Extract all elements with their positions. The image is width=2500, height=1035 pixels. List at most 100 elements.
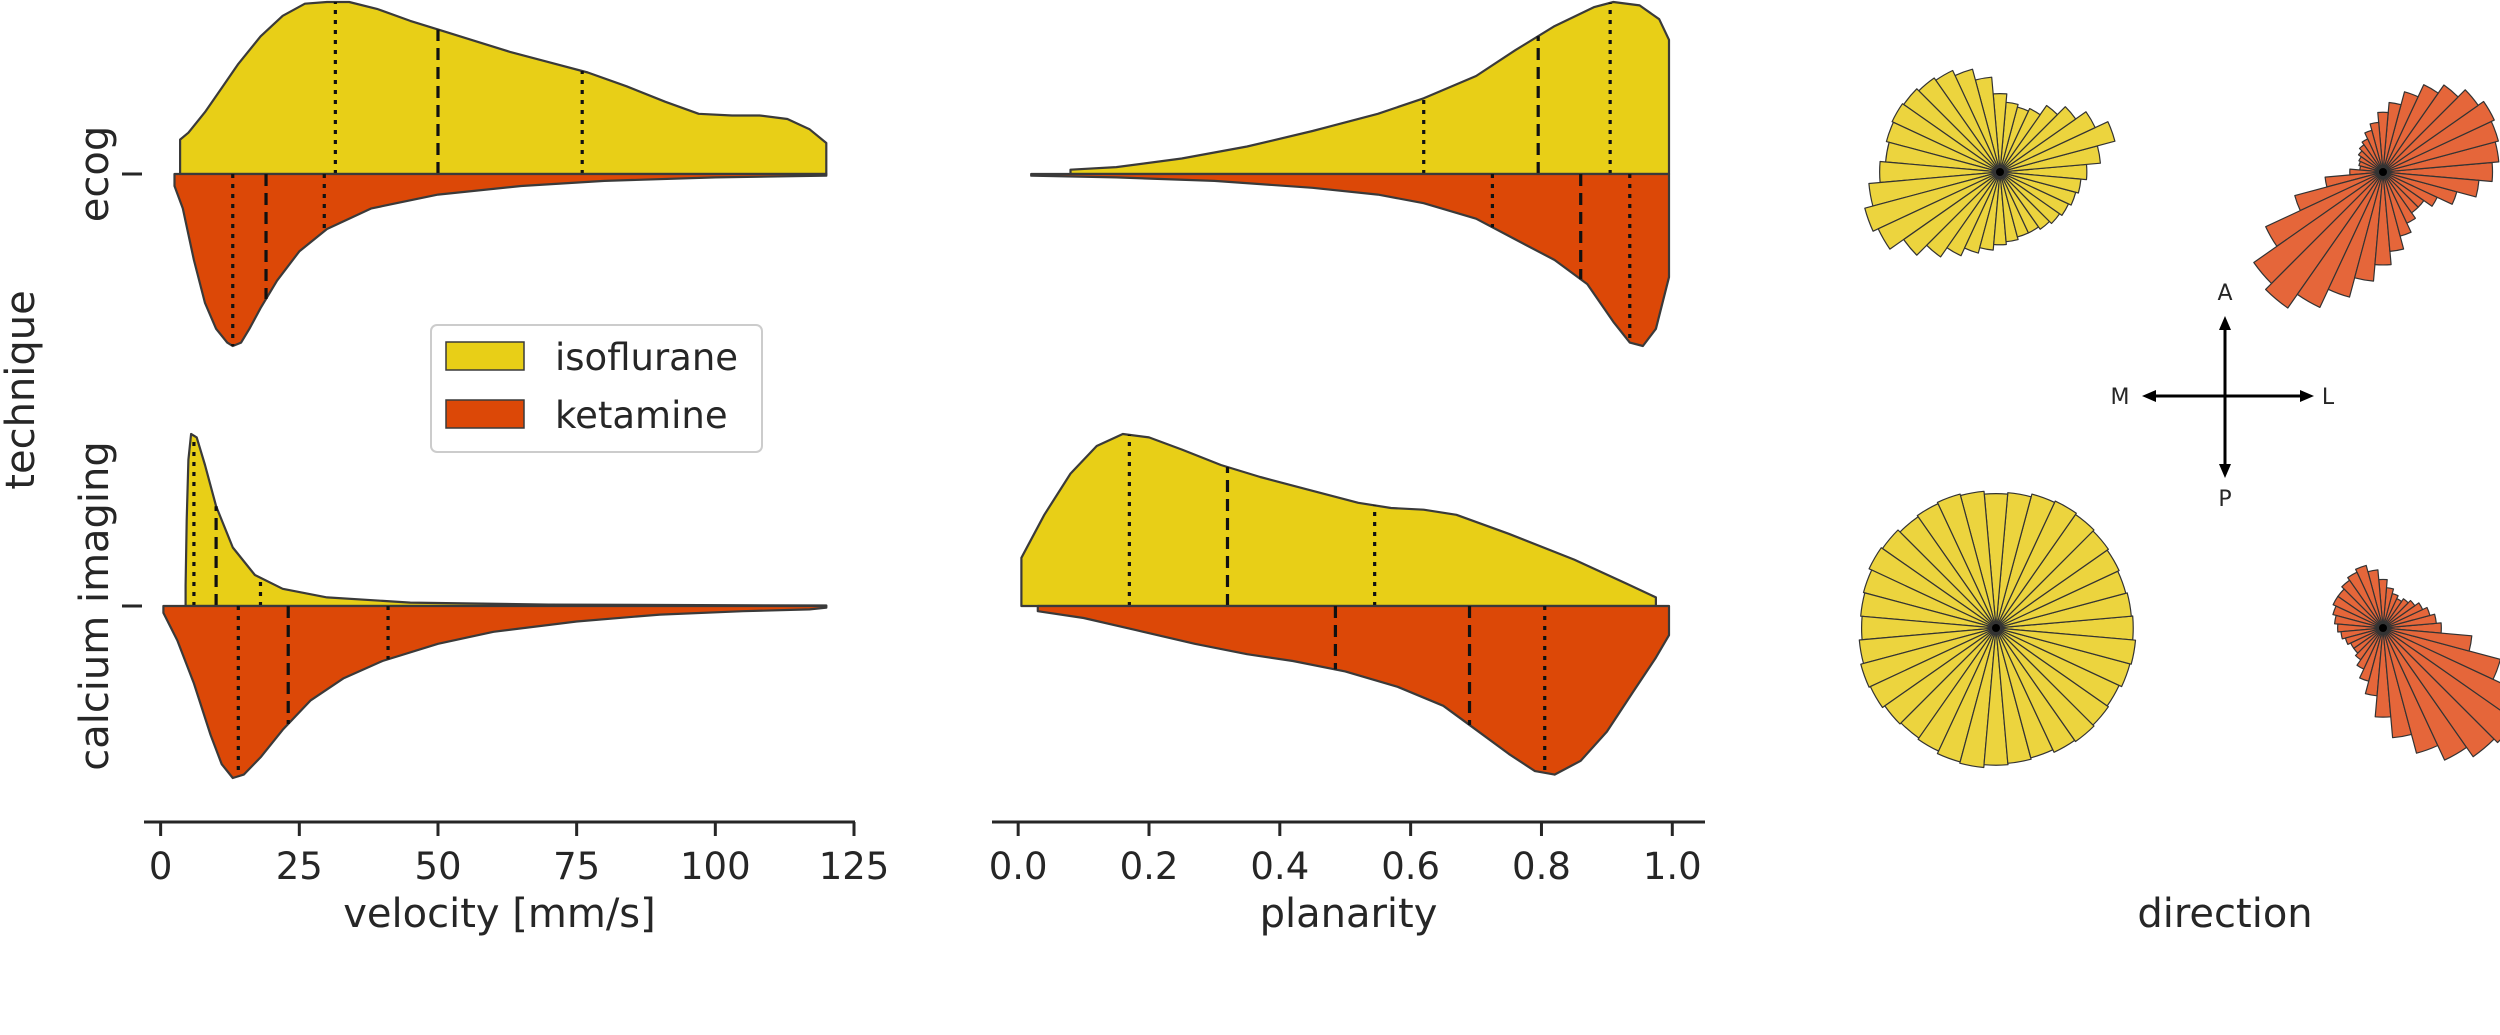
rose-bar-ecog-ketamine-16 <box>2358 160 2384 173</box>
rose-center-calcium-imaging-isoflurane <box>1992 624 2000 632</box>
rose-bar-calcium-imaging-isoflurane-17 <box>1860 592 1997 629</box>
planarity-x-tick-label-0: 0.0 <box>989 845 1048 888</box>
velocity-x-tick-label-0: 0 <box>149 845 173 888</box>
rose-bar-ecog-isoflurane-23 <box>1926 171 2001 258</box>
rose-bar-ecog-ketamine-9 <box>2377 111 2389 173</box>
compass-label-anterior: A <box>2217 281 2232 306</box>
rose-bar-calcium-imaging-ketamine-18 <box>2337 623 2384 633</box>
planarity-x-tick-label-4: 0.8 <box>1512 845 1571 888</box>
planarity-x-tick-label-3: 0.6 <box>1381 845 1440 888</box>
rose-bar-calcium-imaging-isoflurane-7 <box>1995 493 2056 629</box>
rose-bar-ecog-isoflurane-6 <box>1999 108 2041 173</box>
legend: isoflurane ketamine <box>430 324 763 453</box>
velocity-violin-ecog-isoflurane <box>179 0 828 176</box>
rose-center-calcium-imaging-ketamine <box>2379 624 2387 632</box>
direction-compass <box>2142 316 2314 478</box>
rose-bar-calcium-imaging-isoflurane-27 <box>1983 627 2009 766</box>
direction-panel <box>1858 68 2500 769</box>
planarity-x-tick-label-1: 0.2 <box>1120 845 1179 888</box>
rose-bar-ecog-isoflurane-4 <box>1999 106 2077 173</box>
rose-bar-calcium-imaging-ketamine-16 <box>2332 605 2384 629</box>
rose-bar-ecog-ketamine-7 <box>2382 91 2419 173</box>
y-category-ecog: ecog <box>72 126 118 222</box>
rose-bar-calcium-imaging-isoflurane-22 <box>1884 627 1997 725</box>
rose-bar-ecog-ketamine-15 <box>2358 156 2384 173</box>
planarity-violin-calcium-imaging-isoflurane <box>1020 432 1657 608</box>
rose-bar-calcium-imaging-ketamine-35 <box>2382 627 2473 652</box>
rose-bar-calcium-imaging-ketamine-15 <box>2332 595 2384 629</box>
rose-bar-ecog-ketamine-8 <box>2382 101 2402 173</box>
rose-bar-calcium-imaging-isoflurane-8 <box>1995 492 2032 629</box>
compass-medial-head <box>2142 390 2156 402</box>
compass-posterior-head <box>2219 464 2231 478</box>
rose-bar-ecog-ketamine-24 <box>2296 171 2384 308</box>
planarity-panel: 0.0 0.2 0.4 0.6 0.8 1.0 planarity <box>989 0 1705 937</box>
compass-anterior-head <box>2219 316 2231 330</box>
legend-swatch-ketamine <box>445 399 525 429</box>
rose-bar-ecog-ketamine-14 <box>2357 150 2384 173</box>
rose-bar-ecog-ketamine-27 <box>2374 171 2392 266</box>
rose-center-ecog-isoflurane <box>1996 168 2004 176</box>
legend-label-ketamine: ketamine <box>555 394 728 437</box>
rose-bar-ecog-ketamine-13 <box>2358 144 2384 173</box>
y-category-calcium-imaging: calcium imaging <box>72 441 118 771</box>
rose-bar-ecog-isoflurane-27 <box>1993 171 2007 246</box>
planarity-violin-ecog-ketamine <box>1030 172 1671 348</box>
velocity-x-tick-label-4: 100 <box>680 845 751 888</box>
rose-bar-calcium-imaging-isoflurane-32 <box>1995 627 2109 726</box>
rose-bar-ecog-ketamine-3 <box>2382 100 2495 173</box>
rose-bar-ecog-ketamine-23 <box>2265 171 2384 309</box>
velocity-violin-calcium-imaging-isoflurane <box>184 432 828 608</box>
planarity-violin-calcium-imaging-ketamine <box>1036 604 1671 776</box>
rose-bar-calcium-imaging-isoflurane-35 <box>1995 627 2137 665</box>
rose-bar-ecog-isoflurane-20 <box>1864 171 2001 232</box>
y-axis: ecog calcium imaging technique <box>0 126 142 771</box>
planarity-x-tick-label-2: 0.4 <box>1250 845 1309 888</box>
rose-bar-ecog-isoflurane-26 <box>1979 171 2001 251</box>
rose-bar-ecog-isoflurane-15 <box>1891 103 2001 173</box>
rose-bar-calcium-imaging-isoflurane-20 <box>1860 627 1997 688</box>
rose-calcium-imaging-ketamine <box>2332 564 2500 761</box>
velocity-x-tick-label-5: 125 <box>819 845 890 888</box>
rose-bar-calcium-imaging-isoflurane-26 <box>1959 627 1997 769</box>
rose-bar-calcium-imaging-ketamine-13 <box>2341 579 2384 629</box>
velocity-x-tick-label-3: 75 <box>553 845 600 888</box>
rose-bar-ecog-isoflurane-16 <box>1885 121 2001 173</box>
velocity-panel: 0 25 50 75 100 125 velocity [mm/s] <box>144 0 890 937</box>
legend-swatch-isoflurane <box>445 341 525 371</box>
rose-bar-ecog-isoflurane-25 <box>1963 171 2001 254</box>
rose-bar-calcium-imaging-ketamine-4 <box>2382 599 2416 629</box>
rose-center-ecog-ketamine <box>2379 168 2387 176</box>
rose-bar-ecog-ketamine-25 <box>2327 171 2384 298</box>
rose-bar-ecog-isoflurane-21 <box>1877 171 2001 250</box>
rose-bar-ecog-isoflurane-24 <box>1946 171 2001 257</box>
compass-label-posterior: P <box>2218 487 2231 512</box>
rose-bar-ecog-ketamine-35 <box>2382 171 2480 198</box>
rose-bar-calcium-imaging-ketamine-5 <box>2382 598 2409 629</box>
rose-bar-calcium-imaging-ketamine-12 <box>2347 571 2384 629</box>
rose-bar-ecog-isoflurane-35 <box>1999 171 2082 194</box>
y-axis-label: technique <box>0 290 44 489</box>
rose-ecog-isoflurane <box>1864 68 2116 258</box>
compass-label-medial: M <box>2111 385 2130 410</box>
velocity-violin-calcium-imaging-ketamine <box>162 604 828 780</box>
rose-bar-calcium-imaging-isoflurane-31 <box>1995 627 2095 743</box>
compass-label-lateral: L <box>2322 385 2335 410</box>
planarity-violin-ecog-isoflurane <box>1069 0 1671 176</box>
rose-bar-calcium-imaging-isoflurane-15 <box>1868 547 1997 629</box>
rose-bar-ecog-ketamine-4 <box>2382 89 2479 173</box>
velocity-x-tick-label-1: 25 <box>276 845 323 888</box>
planarity-x-tick-label-5: 1.0 <box>1643 845 1702 888</box>
legend-label-isoflurane: isoflurane <box>555 336 738 379</box>
rose-bar-calcium-imaging-isoflurane-6 <box>1995 500 2077 629</box>
rose-bar-ecog-ketamine-6 <box>2382 84 2439 173</box>
rose-bar-calcium-imaging-isoflurane-12 <box>1916 503 1997 629</box>
direction-xlabel: direction <box>2137 891 2312 937</box>
rose-calcium-imaging-isoflurane <box>1858 490 2137 769</box>
planarity-x-axis-label: planarity <box>1260 891 1438 937</box>
rose-bar-ecog-ketamine-26 <box>2354 171 2384 282</box>
rose-bar-calcium-imaging-isoflurane-16 <box>1862 569 1997 629</box>
rose-bar-ecog-isoflurane-2 <box>1999 121 2116 173</box>
velocity-violin-ecog-ketamine <box>173 172 828 348</box>
